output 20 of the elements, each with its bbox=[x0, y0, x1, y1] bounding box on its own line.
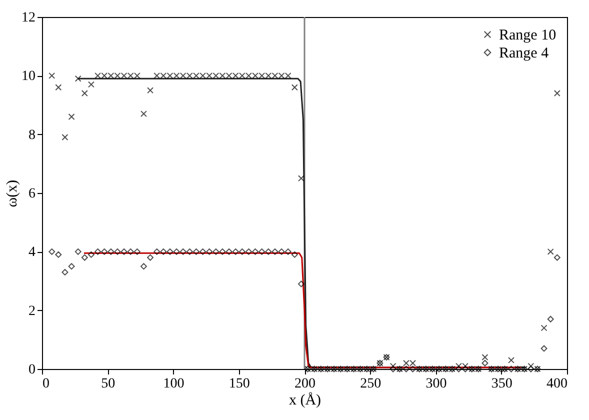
y-tick-label: 2 bbox=[28, 304, 36, 319]
legend-label: Range 10 bbox=[499, 28, 556, 44]
y-tick-label: 0 bbox=[28, 362, 36, 378]
x-axis-title: x (Å) bbox=[288, 392, 322, 408]
y-tick-label: 12 bbox=[22, 10, 36, 26]
x-tick-label: 200 bbox=[294, 376, 316, 392]
legend-label: Range 4 bbox=[499, 46, 550, 62]
x-tick-label: 50 bbox=[101, 376, 116, 392]
y-axis-title: ω(x) bbox=[4, 180, 20, 208]
x-tick-label: 350 bbox=[491, 376, 512, 392]
y-tick-label: 6 bbox=[28, 186, 36, 202]
y-tick-label: 10 bbox=[22, 69, 36, 84]
x-tick-label: 0 bbox=[42, 376, 50, 392]
y-tick-label: 8 bbox=[28, 128, 36, 143]
x-tick-label: 300 bbox=[426, 376, 447, 392]
x-tick-label: 400 bbox=[546, 376, 568, 392]
y-tick-label: 4 bbox=[28, 245, 36, 260]
x-tick-label: 150 bbox=[228, 376, 250, 392]
x-tick-label: 250 bbox=[360, 376, 382, 392]
x-tick-label: 100 bbox=[163, 376, 184, 392]
